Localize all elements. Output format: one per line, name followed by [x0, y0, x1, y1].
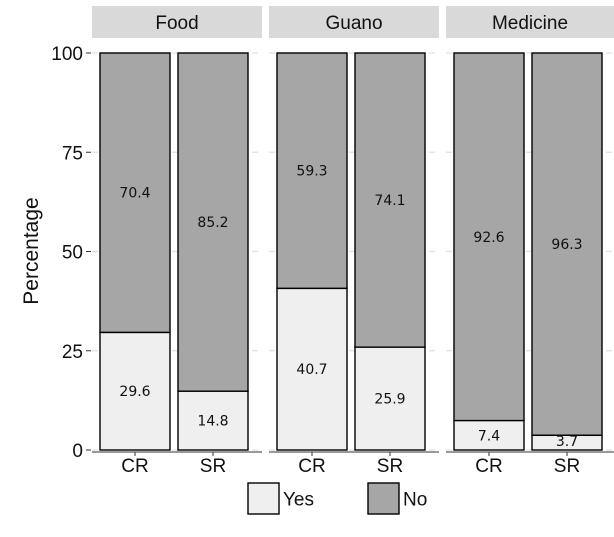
facet-label: Guano [325, 13, 382, 34]
legend-swatch-no [367, 482, 400, 515]
bar-segment-yes [99, 331, 171, 451]
data-label-yes: 7.4 [478, 428, 500, 444]
bar-segment-no [177, 52, 249, 392]
data-label-no: 74.1 [374, 193, 405, 209]
facet-strip-food [92, 6, 262, 38]
bar-segment-no [99, 52, 171, 334]
data-label-yes: 14.8 [197, 414, 228, 430]
data-label-no: 59.3 [296, 164, 327, 180]
y-axis-title: Percentage [20, 197, 43, 304]
bars [99, 52, 603, 451]
x-tick-label: SR [554, 456, 580, 477]
x-tick-label: CR [298, 456, 325, 477]
legend: Yes No [247, 482, 427, 515]
legend-label-no: No [403, 490, 427, 511]
y-tick-label: 25 [62, 342, 83, 363]
bar-segment-yes [276, 287, 348, 451]
bar-segment-no [453, 52, 525, 422]
facet-label: Food [155, 13, 198, 34]
bar-segment-yes [531, 434, 603, 451]
data-labels: 29.6 70.4 14.8 85.2 40.7 59.3 25.9 74.1 7.4 92.6 3… [119, 164, 582, 450]
y-tick-label: 100 [51, 44, 83, 65]
x-tick-label: CR [475, 456, 502, 477]
x-tick-label: SR [200, 456, 226, 477]
bar-segment-no [276, 52, 348, 290]
legend-label-yes: Yes [283, 490, 314, 511]
facet-strips: Food Guano Medicine [92, 6, 614, 38]
data-label-no: 92.6 [473, 230, 504, 246]
y-tick-label: 50 [62, 243, 83, 264]
facet-strip-guano [269, 6, 439, 38]
bar-segment-yes [354, 346, 426, 451]
facet-label: Medicine [492, 13, 568, 34]
y-tick-label: 75 [62, 143, 83, 164]
x-tick-label: CR [121, 456, 148, 477]
data-label-yes: 3.7 [556, 434, 578, 450]
bar-segment-yes [177, 390, 249, 451]
bar-segment-no [531, 52, 603, 437]
data-label-yes: 25.9 [374, 392, 405, 408]
x-tick-label: SR [377, 456, 403, 477]
data-label-yes: 29.6 [119, 384, 150, 400]
data-label-yes: 40.7 [296, 362, 327, 378]
bar-segment-yes [453, 419, 525, 451]
data-label-no: 70.4 [119, 186, 150, 202]
facet-strip-medicine [446, 6, 614, 38]
y-tick-label: 0 [72, 441, 83, 462]
data-label-no: 96.3 [551, 237, 582, 253]
bar-segment-no [354, 52, 426, 348]
legend-swatch-yes [247, 482, 280, 515]
data-label-no: 85.2 [197, 215, 228, 231]
axes: CR SR CR SR CR SR 0 25 50 75 100 Percentage [20, 44, 614, 477]
